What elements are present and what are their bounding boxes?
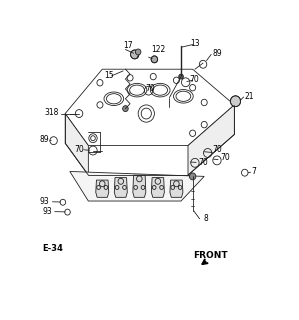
Text: 89: 89 [212,49,222,58]
Polygon shape [70,172,204,201]
Text: 70: 70 [220,153,230,163]
Polygon shape [151,178,164,197]
Circle shape [231,96,241,107]
Text: 15: 15 [105,71,114,80]
Circle shape [135,49,141,55]
Text: 13: 13 [190,39,200,48]
Text: 70: 70 [74,145,84,154]
Polygon shape [170,180,183,197]
Text: 70: 70 [189,75,199,84]
Circle shape [151,56,158,63]
Circle shape [131,50,139,59]
Text: 318: 318 [44,108,59,117]
Polygon shape [188,105,234,175]
Text: 70: 70 [146,84,155,93]
Polygon shape [65,114,89,175]
Polygon shape [96,180,109,197]
Text: 70: 70 [199,157,208,167]
Text: 93: 93 [40,197,49,206]
Text: 8: 8 [203,214,208,223]
Text: 122: 122 [151,45,165,54]
Circle shape [179,74,183,79]
Circle shape [189,173,196,180]
Circle shape [123,106,128,112]
Text: 93: 93 [42,207,52,216]
Text: 70: 70 [212,145,222,154]
Text: 21: 21 [245,92,254,100]
Text: E-34: E-34 [42,244,63,253]
Polygon shape [114,178,127,197]
Text: 17: 17 [123,41,133,50]
Text: 7: 7 [251,167,256,176]
Polygon shape [133,175,146,197]
Text: FRONT: FRONT [193,251,227,260]
Text: 89: 89 [40,135,49,144]
